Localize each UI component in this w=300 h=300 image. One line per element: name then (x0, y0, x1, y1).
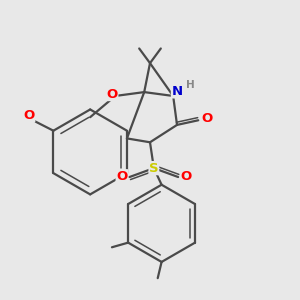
Text: O: O (23, 110, 34, 122)
Text: O: O (106, 88, 118, 100)
Text: N: N (172, 85, 183, 98)
Text: O: O (116, 170, 128, 183)
Text: H: H (186, 80, 195, 90)
Text: O: O (180, 170, 191, 183)
Text: O: O (23, 109, 35, 122)
Text: O: O (201, 112, 212, 125)
Text: S: S (149, 162, 159, 175)
